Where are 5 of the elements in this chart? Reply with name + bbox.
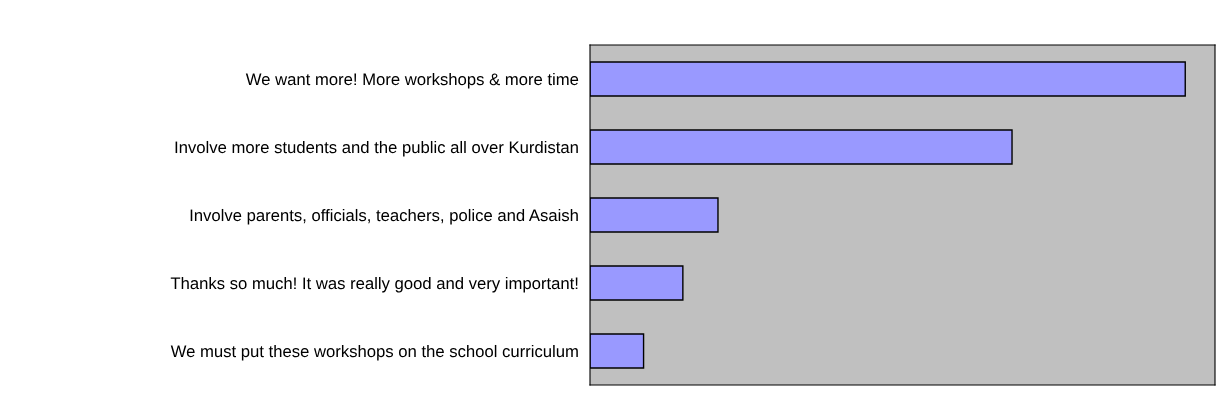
y-tick-label: We must put these workshops on the school curriculum (170, 344, 578, 361)
y-tick-label: Thanks so much! It was really good and very important! (170, 276, 578, 293)
y-tick-label: Involve more students and the public all over Kurdistan (175, 140, 578, 157)
y-tick-label: Involve parents, officials, teachers, police and Asaish (190, 208, 578, 225)
y-tick-label: We want more! More workshops & more time (245, 72, 579, 89)
